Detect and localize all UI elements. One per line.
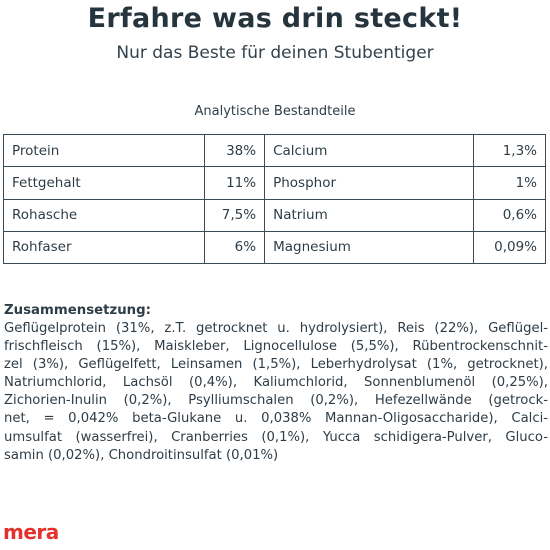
page-subtitle: Nur das Beste für deinen Stubentiger (116, 43, 434, 63)
nutrient-value: 7,5% (204, 198, 266, 232)
nutrient-label: Calcium (264, 133, 475, 168)
nutrient-value: 0,6% (473, 198, 546, 232)
page-title: Erfahre was drin steckt! (87, 3, 463, 34)
table-row: Fettgehalt 11% Phosphor 1% (2, 166, 546, 200)
composition-line: net, = 0,042% beta-Glukane u. 0,038% Man… (4, 411, 548, 427)
composition-line: Natriumchlorid, Lachsöl (0,4%), Kaliumch… (4, 375, 548, 391)
composition-line: frischfleisch (15%), Maiskleber, Lignoce… (4, 339, 548, 355)
nutrient-label: Rohfaser (2, 230, 206, 265)
table-row: Rohasche 7,5% Natrium 0,6% (2, 198, 546, 232)
composition-line: zel (3%), Geflügelfett, Leinsamen (1,5%)… (4, 357, 548, 373)
nutrient-label: Natrium (264, 198, 475, 232)
composition-line: Geflügelprotein (31%, z.T. getrocknet u.… (4, 321, 548, 336)
composition-line: Zichorien-Inulin (0,2%), Psylliumschalen… (4, 393, 548, 409)
nutrient-label: Protein (2, 133, 206, 168)
nutrient-value: 6% (204, 230, 266, 265)
composition-line: umsulfat (wasserfrei), Cranberries (0,1%… (4, 429, 548, 445)
nutrient-value: 38% (204, 133, 266, 168)
nutrient-label: Rohasche (2, 198, 206, 232)
composition-heading: Zusammensetzung: (4, 303, 151, 318)
nutrient-value: 1,3% (473, 133, 546, 168)
table-row: Protein 38% Calcium 1,3% (2, 133, 546, 168)
nutrient-value: 11% (204, 166, 266, 200)
table-row: Rohfaser 6% Magnesium 0,09% (2, 230, 546, 265)
composition-text: Geflügelprotein (31%, z.T. getrocknet u.… (4, 320, 548, 465)
composition-line: samin (0,02%), Chondroitinsulfat (0,01%) (4, 447, 279, 463)
nutrient-value: 0,09% (473, 230, 546, 265)
nutrient-label: Fettgehalt (2, 166, 206, 200)
nutrient-table: Protein 38% Calcium 1,3% Fettgehalt 11% … (2, 133, 546, 265)
nutrient-label: Phosphor (264, 166, 475, 200)
table-title: Analytische Bestandteile (194, 104, 356, 119)
nutrient-value: 1% (473, 166, 546, 200)
nutrient-label: Magnesium (264, 230, 475, 265)
brand-logo: mera (3, 520, 59, 544)
